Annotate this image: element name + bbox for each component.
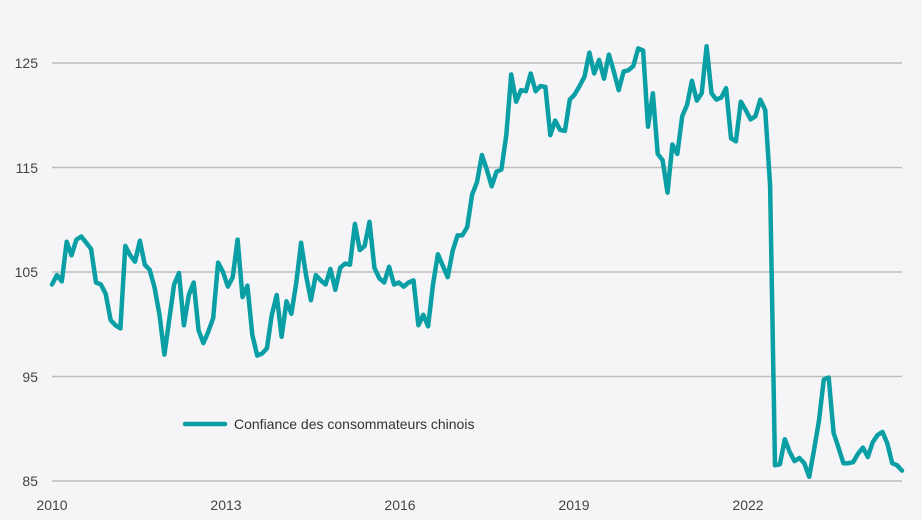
series-line-consumer-confidence — [49, 44, 905, 480]
x-tick-label: 2013 — [210, 497, 241, 513]
legend: Confiance des consommateurs chinois — [182, 416, 474, 432]
gridlines — [52, 62, 902, 482]
x-tick-label: 2022 — [732, 497, 763, 513]
legend-label: Confiance des consommateurs chinois — [234, 416, 474, 432]
y-tick-label: 95 — [22, 369, 38, 385]
x-axis: 2010 2013 2016 2019 2022 — [36, 497, 763, 513]
x-tick-label: 2019 — [558, 497, 589, 513]
y-tick-label: 105 — [15, 264, 39, 280]
y-tick-label: 85 — [22, 473, 38, 489]
x-tick-label: 2016 — [384, 497, 415, 513]
y-tick-label: 125 — [15, 55, 39, 71]
x-tick-label: 2010 — [36, 497, 67, 513]
y-axis: 85 95 105 115 125 — [15, 55, 39, 489]
y-tick-label: 115 — [16, 160, 39, 176]
